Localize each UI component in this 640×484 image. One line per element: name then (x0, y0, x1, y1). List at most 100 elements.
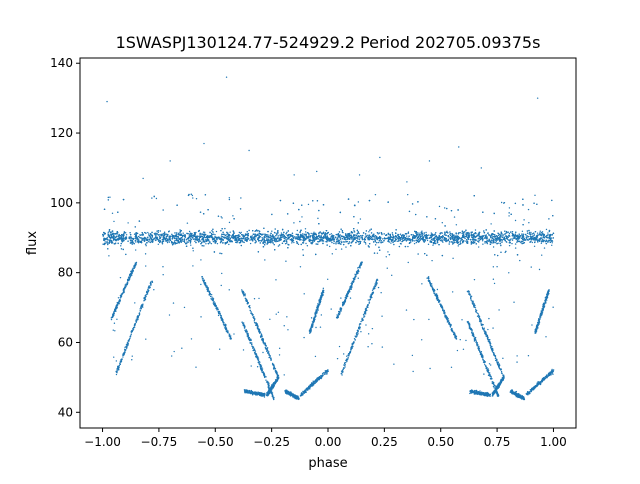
baseline-point (316, 236, 318, 238)
chart-title: 1SWASPJ130124.77-524929.2 Period 202705.… (116, 33, 541, 52)
baseline-point (337, 237, 339, 239)
baseline-point (144, 253, 147, 255)
baseline-point (214, 234, 216, 236)
baseline-point (357, 238, 359, 240)
baseline-point (422, 238, 425, 241)
baseline-point (392, 241, 394, 244)
baseline-point (305, 242, 307, 245)
baseline-point (239, 241, 242, 243)
baseline-point (206, 239, 208, 241)
baseline-point (458, 243, 460, 246)
baseline-point (129, 239, 132, 242)
baseline-point (531, 241, 533, 244)
baseline-point (221, 252, 223, 255)
baseline-point (347, 242, 350, 245)
baseline-point (522, 224, 524, 226)
baseline-point (414, 240, 416, 242)
baseline-point (539, 234, 541, 236)
baseline-point (250, 236, 252, 238)
baseline-point (281, 233, 283, 236)
baseline-point (518, 233, 520, 235)
baseline-point (489, 241, 491, 243)
baseline-point (184, 241, 186, 244)
baseline-point (225, 236, 227, 238)
baseline-point (244, 239, 246, 241)
baseline-point (451, 243, 454, 245)
baseline-point (508, 232, 511, 235)
baseline-point (367, 234, 369, 237)
baseline-point (280, 236, 283, 239)
baseline-point (510, 213, 512, 216)
baseline-point (442, 241, 444, 243)
baseline-point (401, 236, 403, 238)
baseline-point (374, 193, 377, 196)
baseline-point (143, 237, 145, 240)
baseline-point (318, 241, 320, 243)
baseline-point (203, 245, 205, 247)
baseline-point (115, 236, 117, 238)
baseline-point (443, 207, 446, 209)
baseline-point (441, 232, 443, 234)
baseline-point (457, 245, 459, 247)
baseline-point (463, 240, 465, 242)
baseline-point (240, 197, 242, 199)
baseline-point (357, 231, 359, 234)
baseline-point (353, 227, 355, 230)
baseline-point (107, 196, 110, 199)
baseline-point (537, 239, 540, 242)
baseline-point (189, 233, 191, 236)
baseline-point (304, 228, 307, 230)
baseline-point (417, 238, 420, 241)
baseline-point (378, 249, 381, 251)
baseline-point (353, 231, 356, 233)
baseline-point (405, 233, 408, 235)
baseline-point (257, 238, 259, 241)
baseline-point (462, 233, 465, 235)
baseline-point (103, 208, 106, 211)
baseline-point (551, 244, 553, 247)
baseline-point (143, 231, 146, 234)
baseline-point (542, 234, 544, 236)
baseline-point (428, 237, 430, 240)
baseline-point (131, 241, 133, 243)
baseline-point (286, 242, 288, 244)
baseline-point (536, 235, 538, 237)
baseline-point (534, 241, 536, 244)
baseline-point (447, 239, 450, 242)
baseline-point (258, 235, 260, 237)
baseline-point (467, 231, 469, 234)
baseline-point (183, 239, 186, 241)
baseline-point (485, 234, 488, 236)
baseline-point (127, 240, 129, 242)
baseline-point (138, 220, 141, 222)
baseline-point (369, 229, 371, 231)
baseline-point (490, 242, 493, 244)
baseline-point (410, 241, 412, 243)
baseline-point (424, 252, 426, 255)
baseline-point (353, 230, 355, 232)
baseline-point (103, 237, 105, 240)
baseline-point (113, 233, 115, 235)
baseline-point (157, 231, 159, 234)
baseline-point (495, 238, 498, 240)
baseline-point (381, 241, 384, 243)
baseline-point (522, 234, 525, 237)
baseline-point (195, 235, 197, 238)
baseline-point (148, 240, 150, 243)
baseline-point (204, 234, 207, 236)
baseline-point (216, 238, 218, 240)
baseline-point (142, 233, 144, 235)
baseline-point (495, 239, 497, 241)
baseline-point (296, 236, 298, 238)
baseline-point (227, 238, 229, 241)
baseline-point (541, 239, 543, 242)
baseline-point (406, 235, 408, 237)
baseline-point (273, 231, 276, 234)
baseline-point (138, 239, 140, 241)
baseline-point (322, 204, 325, 206)
baseline-point (263, 238, 265, 240)
baseline-point (174, 235, 176, 237)
baseline-point (318, 232, 320, 234)
baseline-point (330, 233, 333, 235)
baseline-point (473, 195, 475, 197)
